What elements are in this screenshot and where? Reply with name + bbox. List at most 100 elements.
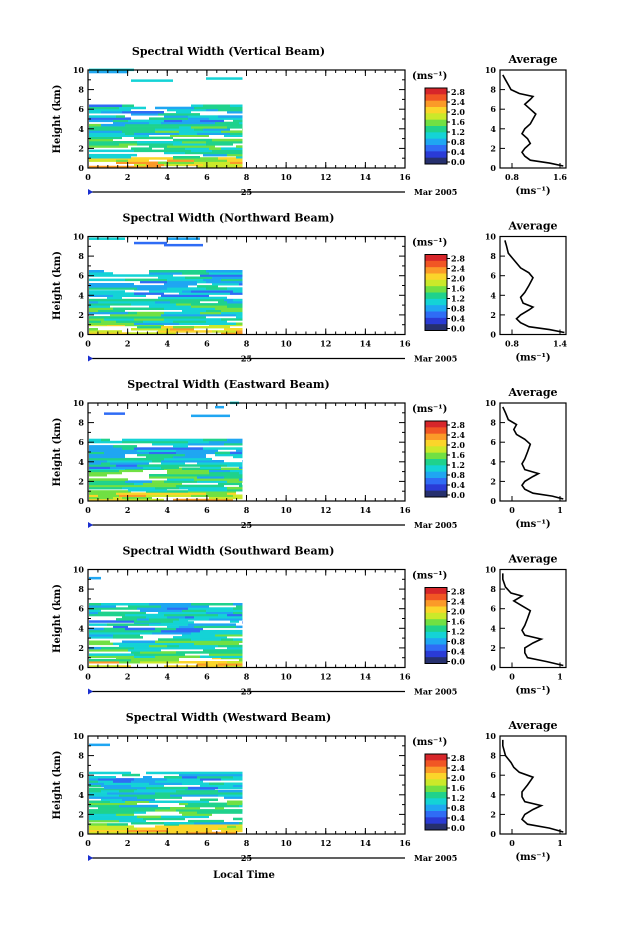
average-y-tick-label: 4 <box>490 790 496 800</box>
heatmap-cell <box>209 147 221 150</box>
heatmap-cell <box>191 494 218 497</box>
heatmap-cell <box>164 243 194 247</box>
heatmap-cell <box>89 794 119 797</box>
average-profile-line <box>501 573 564 667</box>
colorbar-tick-label: 1.6 <box>451 783 465 793</box>
heatmap-cell <box>188 623 236 626</box>
average-y-tick-label: 2 <box>490 143 496 153</box>
heatmap-cell <box>173 445 188 448</box>
average-profile-line <box>504 240 565 334</box>
x-tick-label: 8 <box>244 505 250 515</box>
heatmap-cell <box>194 625 236 629</box>
average-y-tick-label: 4 <box>490 623 496 633</box>
colorbar-swatch <box>425 279 447 287</box>
heatmap-cell <box>89 274 128 277</box>
heatmap-cell <box>215 661 227 664</box>
heatmap-cell <box>227 632 243 635</box>
heatmap-cell <box>134 318 164 321</box>
heatmap-cell <box>116 464 137 467</box>
heatmap-cell <box>176 447 203 450</box>
colorbar-unit: (ms⁻¹) <box>412 571 447 582</box>
heatmap-cell <box>221 106 243 110</box>
heatmap-cell <box>236 145 243 148</box>
x-tick-label: 12 <box>320 672 331 682</box>
heatmap-cell <box>215 634 243 637</box>
heatmap-cell <box>161 313 206 317</box>
x-tick-label: 2 <box>125 505 131 515</box>
heatmap-cell <box>242 609 243 612</box>
heatmap-cell <box>125 778 134 781</box>
heatmap-cell <box>179 827 218 830</box>
x-tick-label: 4 <box>164 505 170 515</box>
colorbar-tick-label: 1.6 <box>451 617 465 627</box>
colorbar-tick-label: 0.8 <box>451 470 465 480</box>
heatmap-cell <box>200 466 221 469</box>
colorbar-swatch <box>425 625 447 633</box>
colorbar-tick-label: 2.8 <box>451 254 465 264</box>
heatmap-cell <box>221 130 236 133</box>
heatmap-cell <box>188 607 233 610</box>
colorbar-swatch <box>425 804 447 812</box>
colorbar-swatch <box>425 612 447 620</box>
date-marker <box>88 522 93 528</box>
heatmap-cell <box>230 620 239 623</box>
heatmap-cell <box>137 484 176 488</box>
heatmap-cell <box>203 640 243 643</box>
heatmap-cell <box>170 134 209 137</box>
heatmap-cell <box>137 827 179 830</box>
heatmap-cell <box>122 111 164 114</box>
heatmap-cell <box>104 782 149 785</box>
heatmap-cell <box>89 471 122 475</box>
heatmap-cell <box>203 104 230 107</box>
heatmap-cell <box>143 320 173 323</box>
heatmap-cell <box>164 151 185 155</box>
heatmap-cell <box>167 644 179 648</box>
heatmap-cell <box>131 794 170 797</box>
heatmap-cell <box>191 104 203 107</box>
heatmap-cell <box>227 111 243 114</box>
heatmap-cell <box>224 773 243 777</box>
heatmap-cell <box>89 138 113 142</box>
average-y-tick-label: 2 <box>490 310 496 320</box>
average-y-tick-label: 6 <box>490 437 496 447</box>
colorbar-swatch <box>425 811 447 818</box>
heatmap-cell <box>206 322 236 325</box>
heatmap-cell <box>89 603 101 606</box>
heatmap-cell <box>137 464 182 467</box>
heatmap <box>89 743 243 835</box>
heatmap-cell <box>89 330 122 333</box>
heatmap-cell <box>221 467 243 470</box>
heatmap-cell <box>236 130 243 133</box>
y-tick-label: 6 <box>78 271 84 281</box>
heatmap-cell <box>152 480 164 483</box>
x-tick-label: 10 <box>281 339 293 349</box>
heatmap-cell <box>161 462 185 465</box>
heatmap-cell <box>209 460 224 463</box>
heatmap-cell <box>122 285 143 288</box>
heatmap-cell <box>89 132 104 135</box>
heatmap-cell <box>137 618 149 621</box>
heatmap-cell <box>116 115 125 118</box>
heatmap-cell <box>89 636 113 639</box>
average-x-tick-label: 1 <box>557 672 563 682</box>
average-frame <box>499 568 567 669</box>
y-tick-label: 2 <box>78 476 84 486</box>
heatmap-cell <box>140 651 176 654</box>
x-tick-label: 2 <box>125 838 131 848</box>
heatmap-cell <box>128 119 164 123</box>
colorbar-frame <box>424 420 448 498</box>
colorbar-swatch <box>425 817 447 825</box>
heatmap-cell <box>155 792 200 795</box>
heatmap-cell <box>194 243 203 247</box>
heatmap-cell <box>200 629 218 633</box>
colorbar-swatch <box>425 100 447 108</box>
colorbar-tick-label: 2.0 <box>451 773 465 783</box>
colorbar-swatch <box>425 446 447 454</box>
heatmap-cell <box>89 494 98 497</box>
heatmap-cell <box>107 792 155 795</box>
date-day: 25 <box>241 354 252 364</box>
heatmap-cell <box>200 489 227 492</box>
x-tick-label: 0 <box>85 672 91 682</box>
heatmap-cell <box>182 467 200 470</box>
heatmap-cell <box>179 130 221 133</box>
